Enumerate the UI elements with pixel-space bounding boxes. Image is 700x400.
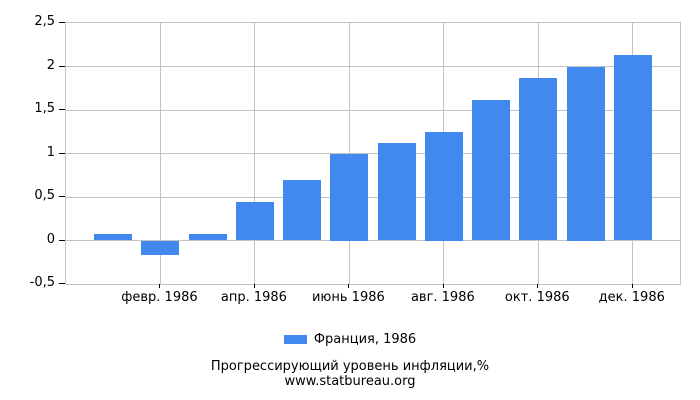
bar-month-9 [472, 99, 511, 241]
bar-month-1 [94, 234, 133, 241]
plot-area [65, 22, 681, 285]
legend-color-swatch [283, 335, 307, 344]
bar-month-10 [519, 77, 558, 241]
bar-month-7 [377, 143, 416, 241]
horizontal-gridline [66, 109, 680, 111]
bar-month-6 [330, 153, 369, 241]
y-tick-label: 0 [46, 231, 55, 247]
legend: Франция, 1986 [0, 332, 700, 347]
x-tick-mark [253, 284, 255, 288]
y-tick-label: 1,5 [34, 101, 55, 116]
vertical-gridline [159, 23, 161, 284]
x-tick-label: июнь 1986 [311, 290, 385, 305]
bar-month-11 [566, 66, 605, 241]
bar-month-4 [235, 202, 274, 241]
y-tick-label: 2,5 [34, 14, 55, 29]
y-tick-mark [59, 65, 65, 67]
source-url: www.statbureau.org [284, 374, 416, 389]
x-tick-label: апр. 1986 [220, 290, 287, 305]
horizontal-gridline [66, 240, 680, 241]
y-tick-mark [59, 22, 65, 23]
y-tick-label: -0,5 [29, 275, 55, 290]
bar-month-8 [424, 131, 463, 241]
y-tick-label: 1 [46, 144, 55, 160]
y-tick-mark [59, 196, 65, 197]
bar-month-5 [283, 180, 322, 241]
bar-month-2 [141, 240, 180, 256]
vertical-gridline [254, 23, 256, 284]
horizontal-gridline [66, 196, 680, 198]
y-tick-label: 0,5 [34, 188, 55, 203]
x-tick-mark [442, 284, 444, 288]
legend-label: Франция, 1986 [313, 332, 417, 347]
x-tick-mark [348, 284, 350, 288]
y-tick-mark [59, 152, 65, 154]
y-tick-mark [59, 109, 65, 110]
x-tick-mark [537, 284, 539, 288]
x-tick-mark [159, 284, 161, 288]
x-tick-label: окт. 1986 [504, 290, 570, 305]
x-tick-label: авг. 1986 [410, 290, 475, 305]
horizontal-gridline [66, 153, 680, 154]
x-tick-label: дек. 1986 [598, 290, 665, 305]
chart-title: Прогрессирующий уровень инфляции,% [210, 359, 490, 374]
bar-month-12 [613, 55, 652, 241]
bar-month-3 [188, 234, 227, 241]
x-tick-mark [631, 284, 633, 288]
y-tick-mark [59, 283, 65, 284]
horizontal-gridline [66, 66, 680, 67]
x-tick-label: февр. 1986 [121, 290, 198, 305]
y-tick-label: 2 [46, 57, 55, 73]
chart-footer: Прогрессирующий уровень инфляции,% www.s… [0, 359, 700, 389]
y-tick-mark [59, 239, 65, 241]
